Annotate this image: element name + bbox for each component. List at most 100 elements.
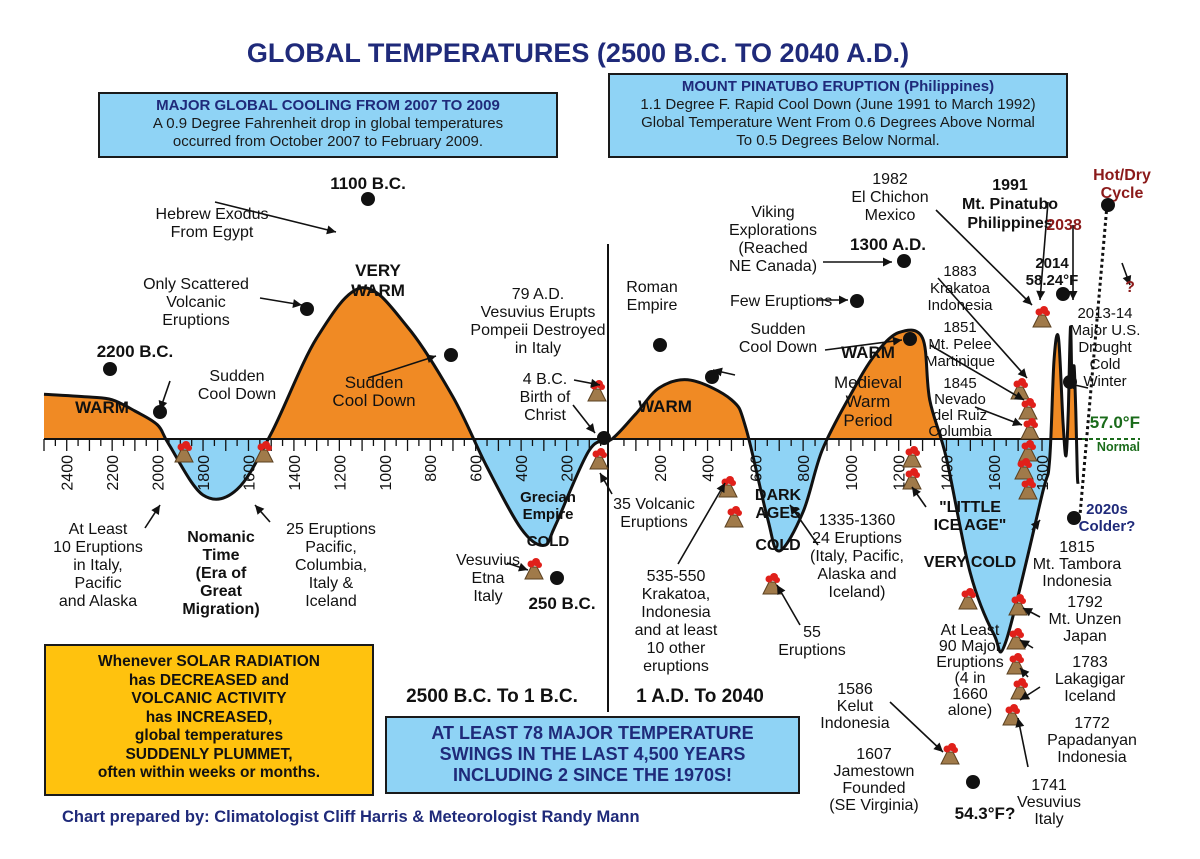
arrow-head bbox=[1013, 391, 1024, 400]
volcano-plume bbox=[1026, 462, 1032, 468]
annotation-label: Hot/Dry bbox=[1093, 167, 1151, 184]
cooling-line: occurred from October 2007 to February 2… bbox=[172, 133, 484, 150]
annotation-label: Indonesia bbox=[1042, 573, 1111, 590]
annotation-label: Only Scattered bbox=[143, 276, 249, 293]
annotation-label: Vesuvius bbox=[1017, 794, 1081, 811]
annotation-label: Nevado bbox=[934, 391, 986, 408]
annotation-label: and at least bbox=[635, 622, 718, 639]
solar-line: Whenever SOLAR RADIATION bbox=[98, 653, 320, 670]
volcano-plume bbox=[970, 592, 976, 598]
region-label: WARM bbox=[351, 281, 405, 300]
swings-line: INCLUDING 2 SINCE THE 1970S! bbox=[452, 765, 733, 785]
solar-line: often within weeks or months. bbox=[97, 764, 321, 781]
solar-line: has INCREASED, bbox=[145, 708, 273, 726]
data-point bbox=[103, 362, 117, 376]
data-point bbox=[903, 332, 917, 346]
annotation-label: Jamestown bbox=[834, 763, 915, 780]
annotation-label: Martinique bbox=[925, 353, 995, 370]
temperature-curve bbox=[43, 286, 1080, 654]
annotation-label: Columbia, bbox=[295, 557, 367, 574]
volcano-icon bbox=[940, 743, 960, 765]
cooling-heading: MAJOR GLOBAL COOLING FROM 2007 TO 2009 bbox=[156, 97, 500, 114]
volcano-plume bbox=[1020, 598, 1026, 604]
annotation-label: 1845 bbox=[943, 375, 976, 392]
pinatubo-heading: MOUNT PINATUBO ERUPTION (Philippines) bbox=[681, 78, 995, 95]
volcano-plume bbox=[1030, 444, 1036, 450]
annotation-label: Mt. Unzen bbox=[1049, 611, 1122, 628]
panel-label-bc: 2500 B.C. To 1 B.C. bbox=[406, 686, 578, 707]
annotation-label: Kelut bbox=[837, 698, 874, 715]
volcano-cone bbox=[724, 514, 744, 528]
annotation-label: At Least bbox=[69, 521, 128, 538]
volcano-plume bbox=[736, 510, 742, 516]
arrow-head bbox=[1022, 295, 1032, 305]
arrow-head bbox=[326, 225, 336, 235]
region-label: Medieval bbox=[834, 373, 902, 392]
annotation-label: Migration) bbox=[182, 601, 259, 618]
arrow-head bbox=[713, 367, 723, 377]
axis-tick-label: 400 bbox=[514, 455, 531, 482]
annotation-label: 79 A.D. bbox=[512, 286, 564, 303]
axis-tick-label: 400 bbox=[701, 455, 718, 482]
volcano-cone bbox=[589, 456, 609, 470]
annotation-label: 2014 bbox=[1035, 255, 1069, 272]
cooling-line: A 0.9 Degree Fahrenheit drop in global t… bbox=[152, 115, 504, 132]
region-label: Cool Down bbox=[332, 391, 415, 410]
axis-tick-label: 1000 bbox=[844, 455, 861, 491]
annotation-label: Christ bbox=[524, 407, 566, 424]
annotation-label: Columbia bbox=[928, 423, 992, 440]
region-label: Period bbox=[843, 411, 892, 430]
annotation-label: Birth of bbox=[520, 389, 571, 406]
arrow-head bbox=[600, 473, 609, 484]
annotation-label: From Egypt bbox=[171, 224, 254, 241]
axis-tick-label: 800 bbox=[796, 455, 813, 482]
chart-title: GLOBAL TEMPERATURES (2500 B.C. TO 2040 A… bbox=[247, 38, 909, 68]
region-label: "LITTLE bbox=[939, 499, 1001, 516]
annotation-label: 1586 bbox=[837, 681, 873, 698]
volcano-icon bbox=[958, 588, 978, 610]
volcano-plume bbox=[1030, 482, 1036, 488]
annotation-label: Founded bbox=[842, 780, 905, 797]
annotation-label: Iceland bbox=[305, 593, 357, 610]
annotation-label: Iceland bbox=[1064, 688, 1116, 705]
annotation-label: (Reached bbox=[738, 240, 807, 257]
volcano-icon bbox=[1010, 378, 1030, 400]
warm-area bbox=[44, 287, 1078, 439]
annotation-label: Hebrew Exodus bbox=[156, 206, 269, 223]
annotation-label: Italy bbox=[473, 588, 502, 605]
volcano-plume bbox=[914, 450, 920, 456]
annotation-label: Explorations bbox=[729, 222, 817, 239]
volcano-plume bbox=[1044, 310, 1050, 316]
data-point bbox=[361, 192, 375, 206]
arrow-head bbox=[590, 378, 600, 388]
volcano-plume bbox=[186, 445, 192, 451]
data-point bbox=[1056, 287, 1070, 301]
volcano-icon bbox=[1002, 704, 1022, 726]
annotation-label: El Chichon bbox=[851, 189, 928, 206]
annotation-label: Few Eruptions bbox=[730, 293, 832, 310]
annotation-label: Iceland) bbox=[829, 584, 886, 601]
volcano-icon bbox=[1018, 440, 1038, 462]
arrow-head bbox=[1011, 417, 1022, 426]
annotation-label: 250 B.C. bbox=[528, 594, 595, 613]
annotation-label: 2020s bbox=[1086, 501, 1128, 518]
volcano-icon bbox=[902, 446, 922, 468]
volcano-cone bbox=[1032, 314, 1052, 328]
region-label: At Least bbox=[941, 622, 1000, 639]
axis-tick-label: 600 bbox=[469, 455, 486, 482]
annotation-label: 10 Eruptions bbox=[53, 539, 143, 556]
solar-line: SUDDENLY PLUMMET, bbox=[125, 745, 293, 763]
annotation-label: 55 bbox=[803, 624, 821, 641]
annotation-label: Alaska and bbox=[817, 566, 896, 583]
axis-tick-label: 2200 bbox=[105, 455, 122, 491]
annotation-label: 25 Eruptions bbox=[286, 521, 376, 538]
volcano-cone bbox=[587, 388, 607, 402]
annotation-label: Great bbox=[200, 583, 242, 600]
annotation-label: Indonesia bbox=[927, 297, 993, 314]
region-label: VERY COLD bbox=[924, 554, 1016, 571]
annotation-label: Cool Down bbox=[739, 339, 817, 356]
axis-tick-label: 1200 bbox=[332, 455, 349, 491]
annotation-label: Vesuvius bbox=[456, 552, 520, 569]
data-point bbox=[653, 338, 667, 352]
annotation-label: 1982 bbox=[872, 171, 908, 188]
